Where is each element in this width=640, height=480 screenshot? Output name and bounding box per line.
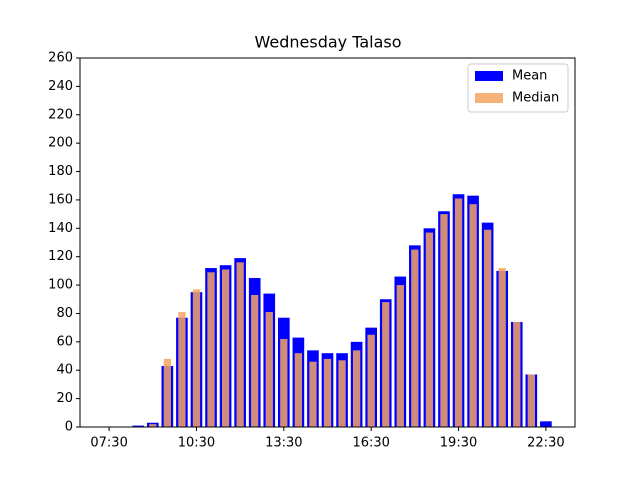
bar	[440, 214, 448, 427]
bar	[396, 285, 404, 427]
bar	[221, 269, 230, 427]
bar	[527, 374, 535, 427]
y-tick-label: 80	[56, 306, 73, 321]
bar	[323, 358, 332, 427]
legend-swatch	[475, 93, 503, 103]
bar	[382, 302, 390, 427]
y-tick-label: 60	[56, 334, 73, 349]
y-tick-label: 220	[48, 107, 73, 122]
bar	[338, 360, 346, 427]
bar	[425, 232, 434, 427]
bar	[294, 353, 303, 427]
x-tick-label: 22:30	[527, 436, 564, 451]
y-tick-label: 200	[48, 136, 73, 151]
bar	[178, 312, 186, 427]
bar	[454, 198, 463, 427]
legend-label: Median	[512, 91, 559, 106]
bar	[192, 289, 201, 427]
bar	[280, 339, 288, 427]
bar	[132, 425, 145, 427]
legend-label: Mean	[512, 69, 547, 84]
x-tick-label: 16:30	[352, 436, 389, 451]
bar	[411, 249, 419, 427]
plot-frame	[79, 57, 576, 428]
bar	[236, 262, 244, 427]
chart-title: Wednesday Talaso	[254, 33, 401, 52]
y-tick-label: 180	[48, 164, 73, 179]
bar	[149, 424, 157, 427]
y-tick-label: 260	[48, 51, 73, 66]
bar	[484, 229, 492, 427]
x-tick-label: 07:30	[90, 436, 127, 451]
y-tick-label: 240	[48, 79, 73, 94]
legend-swatch	[475, 71, 503, 81]
bar	[265, 312, 273, 427]
y-tick-label: 140	[48, 221, 73, 236]
y-tick-label: 0	[65, 420, 73, 435]
bar	[352, 350, 361, 427]
x-tick-label: 10:30	[178, 436, 215, 451]
bar	[163, 358, 171, 427]
y-tick-label: 100	[48, 278, 73, 293]
bar	[513, 321, 521, 427]
bar	[469, 204, 477, 427]
bar	[207, 272, 215, 427]
y-tick-label: 160	[48, 192, 73, 207]
y-tick-label: 20	[56, 391, 73, 406]
x-tick-label: 13:30	[265, 436, 302, 451]
y-tick-label: 120	[48, 249, 73, 264]
bar	[540, 421, 552, 427]
bar	[498, 268, 506, 427]
bar	[251, 295, 259, 427]
x-tick-label: 19:30	[440, 436, 477, 451]
bar	[309, 361, 317, 427]
y-tick-label: 40	[56, 363, 73, 378]
bar	[367, 334, 375, 427]
